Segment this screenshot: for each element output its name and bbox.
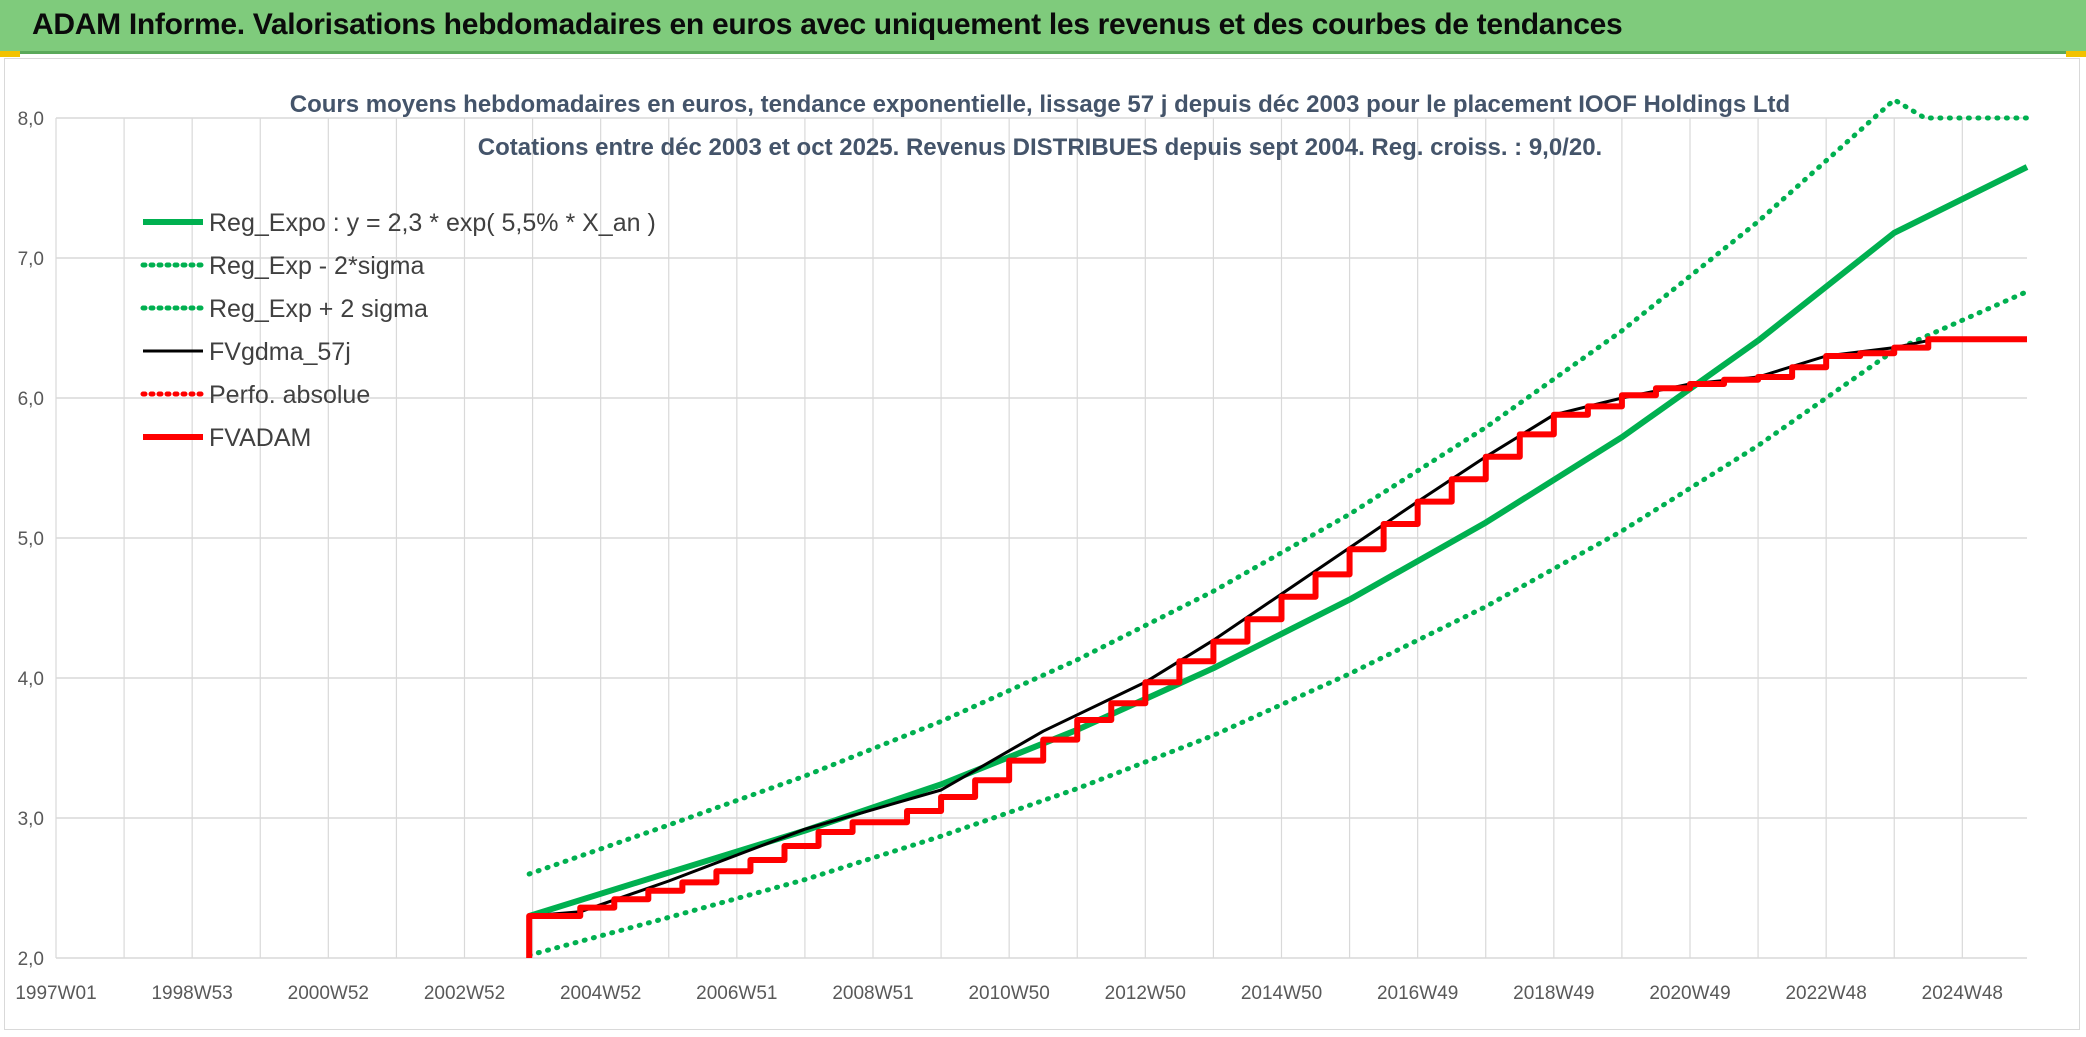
y-tick-label: 2,0 — [18, 949, 44, 970]
y-tick-label: 3,0 — [18, 809, 44, 830]
legend-label: Reg_Expo : y = 2,3 * exp( 5,5% * X_an ) — [209, 209, 656, 237]
x-tick-label: 2020W49 — [1649, 983, 1730, 1004]
legend-label: Reg_Exp + 2 sigma — [209, 295, 428, 323]
series-line-1 — [526, 289, 2030, 958]
series-line-2 — [526, 97, 2030, 877]
x-tick-label: 2018W49 — [1513, 983, 1594, 1004]
legend-label: Perfo. absolue — [209, 381, 370, 409]
x-tick-label: 2010W50 — [968, 983, 1049, 1004]
x-tick-label: 2016W49 — [1377, 983, 1458, 1004]
page-title: ADAM Informe. Valorisations hebdomadaire… — [32, 8, 1623, 41]
y-tick-label: 5,0 — [18, 529, 44, 550]
legend-label: Reg_Exp - 2*sigma — [209, 252, 424, 280]
series-layer — [526, 97, 2030, 958]
x-tick-label: 2006W51 — [696, 983, 777, 1004]
y-tick-label: 7,0 — [18, 249, 44, 270]
x-tick-label: 2004W52 — [560, 983, 641, 1004]
x-tick-label: 2000W52 — [288, 983, 369, 1004]
y-tick-label: 4,0 — [18, 669, 44, 690]
legend: Reg_Expo : y = 2,3 * exp( 5,5% * X_an ) R… — [140, 209, 656, 452]
legend-label: FVgdma_57j — [209, 338, 351, 366]
y-tick-label: 6,0 — [18, 389, 44, 410]
chart-subtitle: Cotations entre déc 2003 et oct 2025. Re… — [478, 134, 1602, 161]
x-tick-label: 2022W48 — [1785, 983, 1866, 1004]
x-tick-label: 2012W50 — [1105, 983, 1186, 1004]
corner-mark-right — [2066, 51, 2086, 57]
y-tick-label: 8,0 — [18, 109, 44, 130]
chart-frame — [4, 58, 2080, 1030]
corner-mark-left — [0, 51, 20, 57]
chart-title: Cours moyens hebdomadaires en euros, ten… — [290, 91, 1790, 118]
x-tick-label: 2002W52 — [424, 983, 505, 1004]
series-line-0 — [528, 164, 2029, 919]
x-tick-label: 2024W48 — [1922, 983, 2003, 1004]
legend-label: FVADAM — [209, 424, 311, 452]
header-bar: ADAM Informe. Valorisations hebdomadaire… — [0, 0, 2086, 54]
x-tick-label: 2014W50 — [1241, 983, 1322, 1004]
x-tick-label: 1997W01 — [15, 983, 96, 1004]
grid — [55, 117, 2027, 959]
x-tick-label: 2008W51 — [832, 983, 913, 1004]
x-tick-label: 1998W53 — [151, 983, 232, 1004]
axes: 2,0 3,0 4,0 5,0 6,0 7,0 8,0 1997W01 1998W53 2000W… — [15, 109, 2003, 1004]
series-line-3 — [529, 337, 2027, 918]
series-line-5 — [526, 336, 2027, 958]
